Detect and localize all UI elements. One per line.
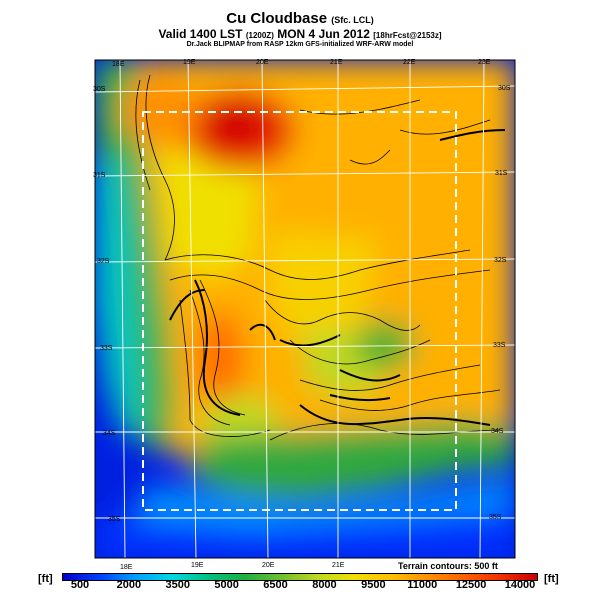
color-scale-label: 3500 (165, 579, 191, 591)
color-scale-label: 8000 (312, 579, 337, 591)
color-scale-label: 9500 (361, 579, 386, 591)
map-title: Cu Cloudbase (Sfc. LCL) (0, 10, 600, 27)
lon-label-top: 22E (403, 59, 416, 66)
lon-label-top: 18E (112, 61, 125, 68)
inner-domain-box (142, 111, 457, 511)
lat-label-right: 30S (498, 85, 511, 92)
color-scale-label: 2000 (116, 579, 142, 591)
lat-label-left: 33S (100, 345, 113, 352)
color-scale-label: 11000 (407, 579, 438, 591)
lon-label-bottom: 20E (262, 562, 275, 569)
lat-label-right: 32S (494, 257, 507, 264)
unit-label-right: [ft] (544, 573, 559, 585)
lat-label-right: 34S (491, 428, 504, 435)
lon-label-top: 23E (478, 59, 491, 66)
color-scale-label: 500 (70, 579, 90, 591)
lat-label-left: 30S (93, 86, 106, 93)
lat-label-right: 33S (493, 342, 506, 349)
lon-label-bottom: 19E (191, 562, 204, 569)
lat-label-left: 32S (97, 258, 110, 265)
valid-date: MON 4 Jun 2012 (277, 27, 370, 41)
color-scale-label: 5000 (214, 579, 239, 591)
field-layer (95, 60, 515, 558)
lon-label-bottom: 18E (120, 564, 133, 571)
model-credits: Dr.Jack BLIPMAP from RASP 12km GFS-initi… (186, 41, 414, 48)
lat-label-right: 31S (495, 170, 508, 177)
valid-time: Valid 1400 LST (158, 27, 243, 41)
graticule (95, 60, 515, 558)
lat-label-right: 35S (489, 514, 502, 521)
bold-terrain-contours (169, 129, 506, 426)
lon-label-top: 20E (256, 59, 269, 66)
color-scale-label: 6500 (263, 579, 288, 591)
lat-label-left: 34S (103, 430, 116, 437)
title-text: Cu Cloudbase (226, 10, 328, 27)
lon-label-bottom: 21E (332, 562, 345, 569)
forecast-info: [18hrFcst@2153z] (373, 31, 442, 40)
grid-labels: 18E 19E 20E 21E 22E 23E 18E 19E 20E 21E … (93, 59, 511, 571)
unit-label-left: [ft] (38, 573, 53, 585)
utc-time: (1200Z) (245, 31, 274, 40)
color-scale-bar (62, 573, 538, 581)
lon-label-top: 19E (183, 59, 196, 66)
terrain-contour-note: Terrain contours: 500 ft (398, 561, 498, 571)
lon-label-top: 21E (330, 59, 343, 66)
lat-label-left: 31S (93, 172, 106, 179)
color-scale-label: 14000 (504, 579, 536, 591)
map-subtitle: Valid 1400 LST (1200Z) MON 4 Jun 2012 [1… (0, 27, 600, 41)
color-scale-label: 12500 (455, 579, 487, 591)
title-suffix: (Sfc. LCL) (331, 15, 374, 25)
lat-label-left: 35S (108, 516, 121, 523)
